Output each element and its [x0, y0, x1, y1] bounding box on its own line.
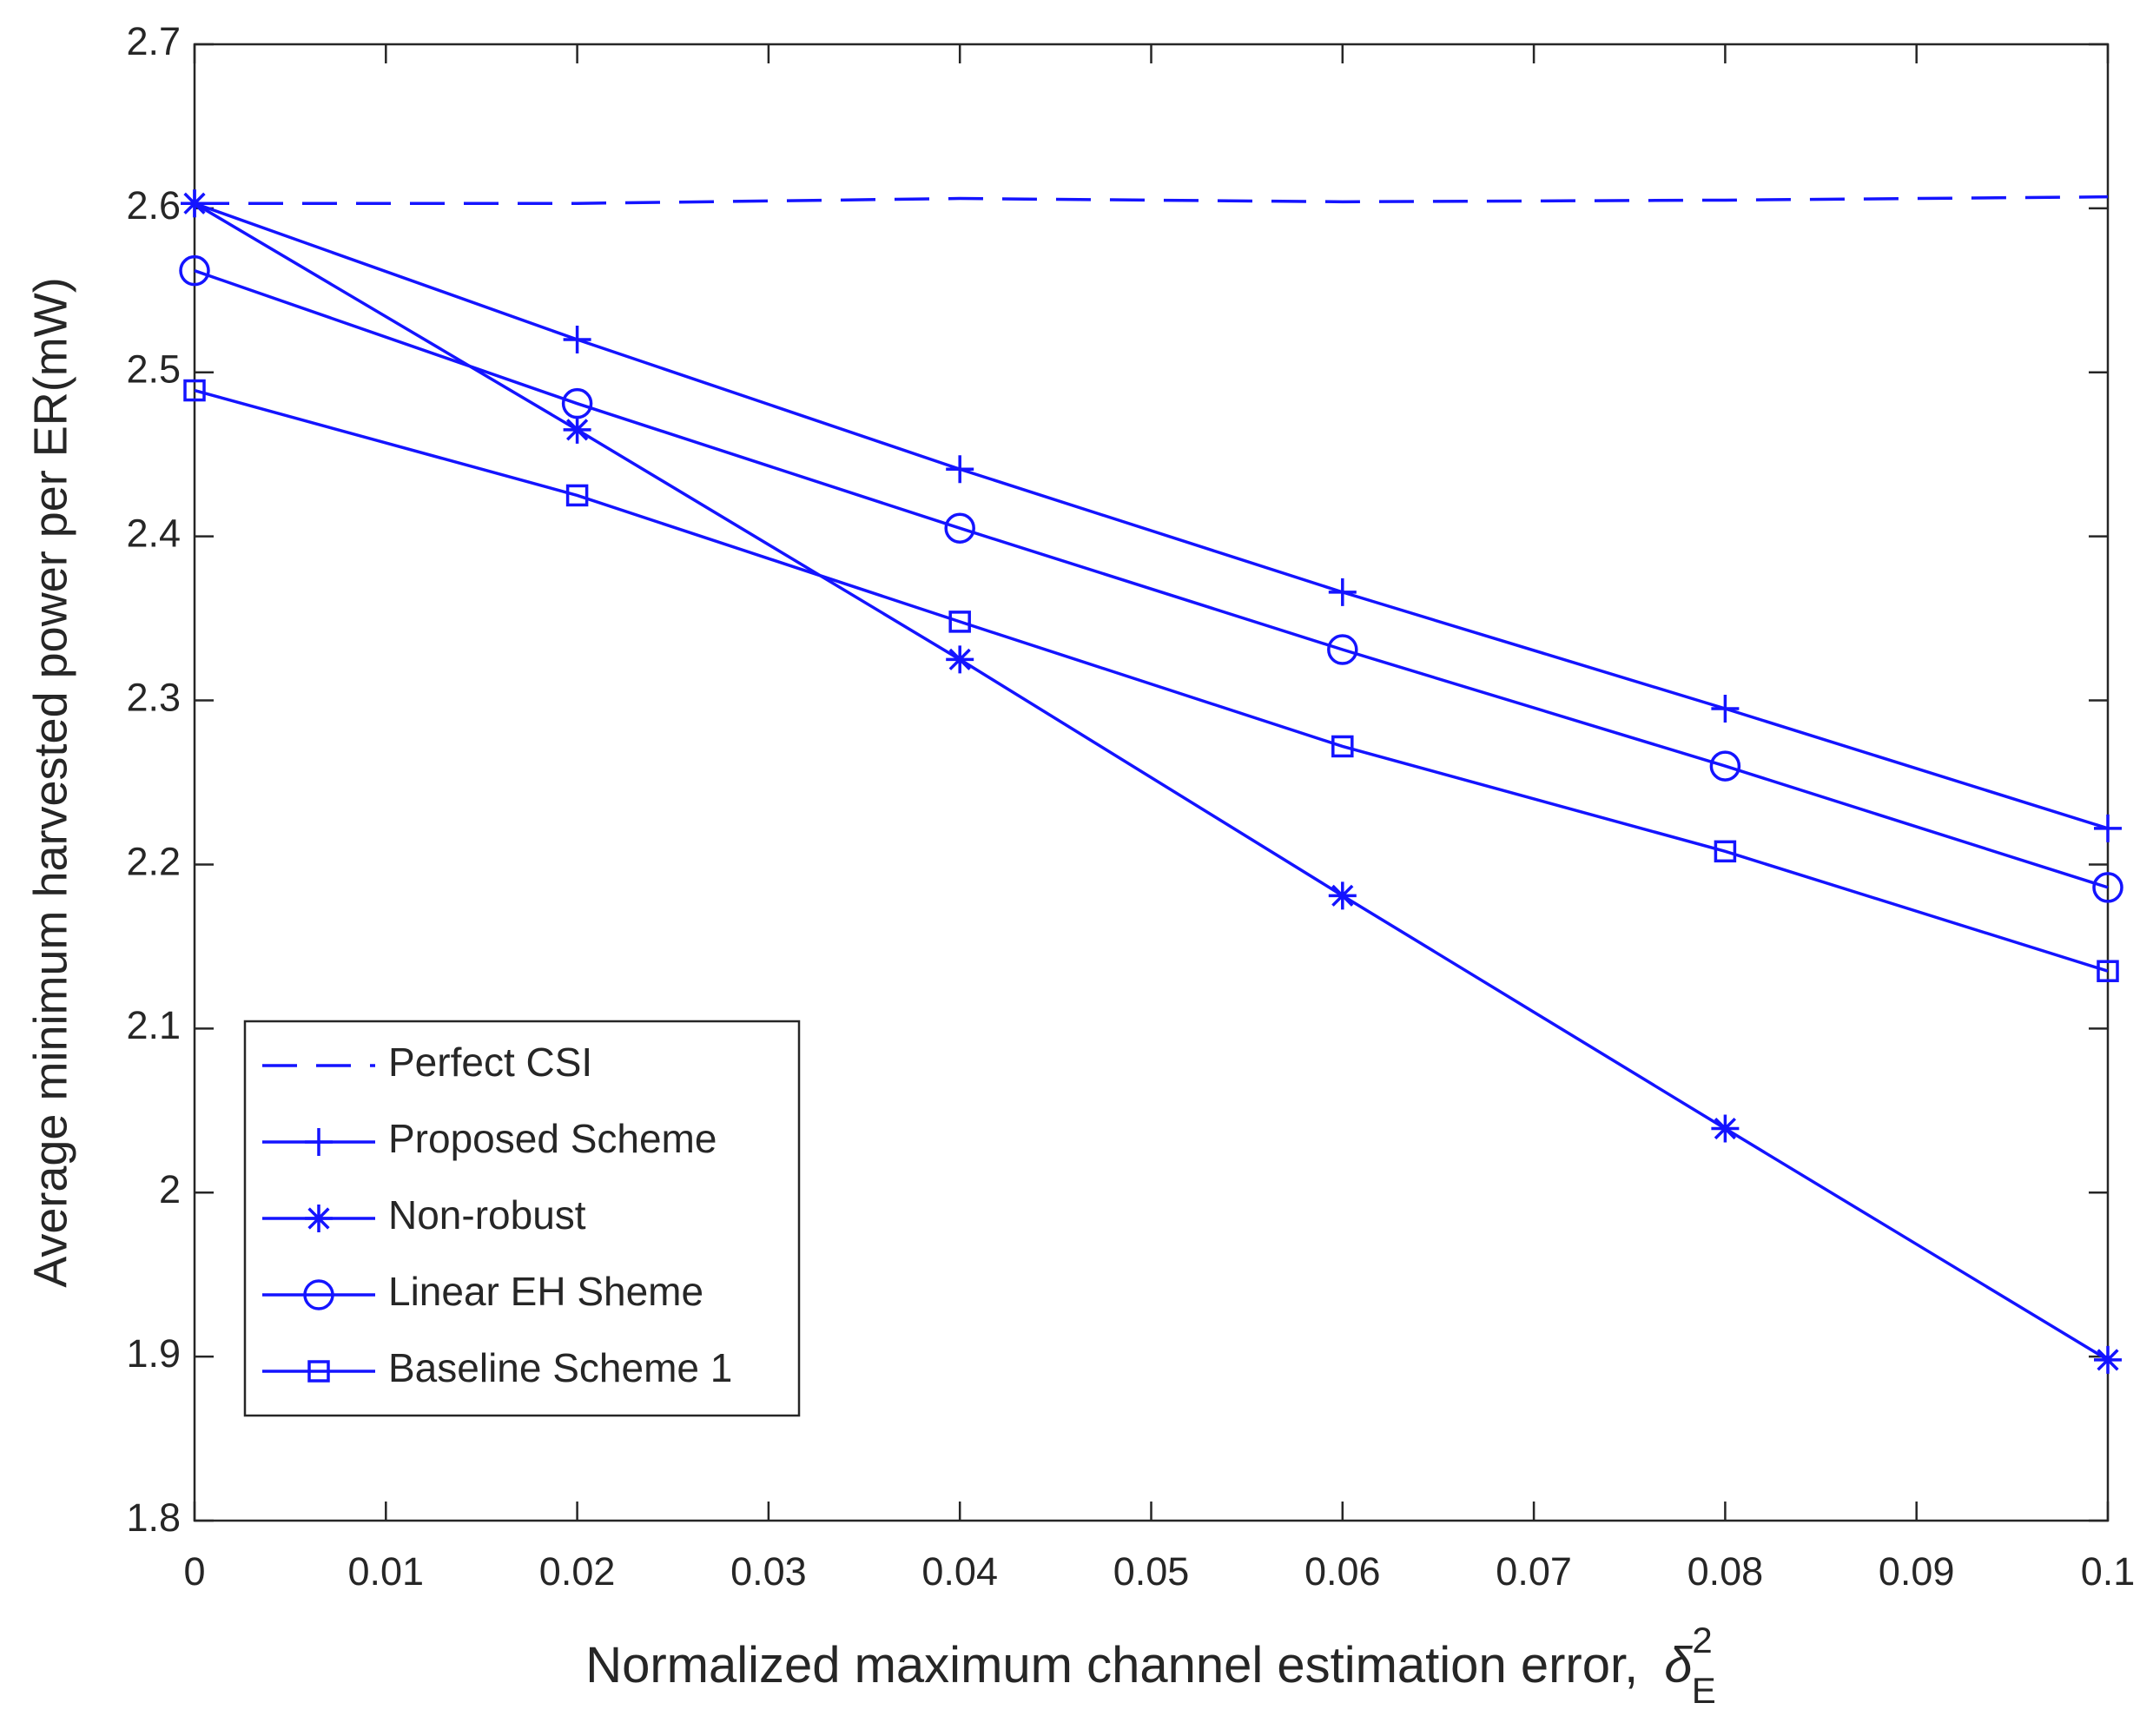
x-axis-label-symbol: δ: [1664, 1637, 1693, 1693]
marker-plus: [946, 455, 974, 484]
marker-circle: [944, 512, 975, 544]
marker-square: [183, 379, 206, 402]
y-tick-label: 2.6: [126, 183, 181, 228]
marker-star: [946, 645, 974, 674]
x-axis-label-subscript: E: [1692, 1670, 1716, 1711]
marker-square: [1331, 735, 1354, 758]
x-tick-label: 0.02: [539, 1549, 616, 1594]
x-tick-label: 0: [183, 1549, 205, 1594]
x-tick-label: 0.04: [921, 1549, 998, 1594]
series-line: [194, 388, 2109, 973]
marker-circle: [303, 1279, 334, 1310]
marker-star: [563, 415, 591, 444]
marker-square: [307, 1360, 330, 1383]
marker-circle: [1327, 634, 1358, 665]
y-tick-label: 2.1: [126, 1003, 181, 1047]
y-tick-label: 1.8: [126, 1495, 181, 1540]
y-axis-label: Average minimum harvested power per ER(m…: [24, 277, 76, 1287]
x-tick-label: 0.03: [730, 1549, 807, 1594]
marker-circle: [561, 387, 593, 419]
marker-star: [2094, 1345, 2122, 1374]
marker-star: [1328, 881, 1357, 910]
series-line: [195, 195, 2109, 205]
x-axis-label-superscript: 2: [1692, 1620, 1712, 1660]
marker-plus: [305, 1128, 333, 1156]
marker-circle: [179, 254, 210, 287]
y-tick-label: 2.5: [126, 347, 181, 392]
legend-label: Proposed Scheme: [388, 1116, 717, 1161]
marker-square: [565, 484, 589, 507]
y-tick-label: 1.9: [126, 1331, 181, 1376]
x-tick-label: 0.07: [1496, 1549, 1572, 1594]
marker-star: [305, 1205, 333, 1232]
marker-square: [2097, 960, 2119, 982]
marker-circle: [2092, 872, 2123, 903]
marker-plus: [1328, 578, 1357, 606]
marker-plus: [2094, 814, 2122, 842]
marker-square: [948, 611, 971, 633]
marker-circle: [1709, 750, 1741, 782]
marker-plus: [1711, 695, 1740, 723]
y-tick-label: 2.4: [126, 512, 181, 556]
x-tick-label: 0.09: [1879, 1549, 1955, 1594]
marker-star: [1711, 1114, 1740, 1143]
x-tick-label: 0.06: [1304, 1549, 1381, 1594]
x-tick-label: 0.01: [348, 1549, 425, 1594]
y-tick-label: 2.7: [126, 19, 181, 63]
y-tick-label: 2.2: [126, 839, 181, 883]
x-axis-label: Normalized maximum channel estimation er…: [585, 1620, 1716, 1711]
marker-plus: [563, 326, 591, 353]
x-tick-label: 0.05: [1113, 1549, 1190, 1594]
legend-label: Perfect CSI: [388, 1040, 592, 1085]
legend-label: Baseline Scheme 1: [388, 1345, 732, 1390]
marker-square: [1714, 840, 1737, 863]
legend-label: Linear EH Sheme: [388, 1269, 703, 1314]
series-line: [194, 201, 2109, 1362]
y-tick-label: 2: [159, 1167, 181, 1211]
y-tick-label: 2.3: [126, 675, 181, 719]
marker-star: [181, 189, 208, 218]
series-line: [194, 269, 2109, 889]
legend-label: Non-robust: [388, 1192, 586, 1238]
series-line: [194, 201, 2109, 830]
x-tick-label: 0.1: [2081, 1549, 2136, 1594]
x-tick-label: 0.08: [1687, 1549, 1764, 1594]
x-axis-label-text: Normalized maximum channel estimation er…: [585, 1637, 1638, 1693]
